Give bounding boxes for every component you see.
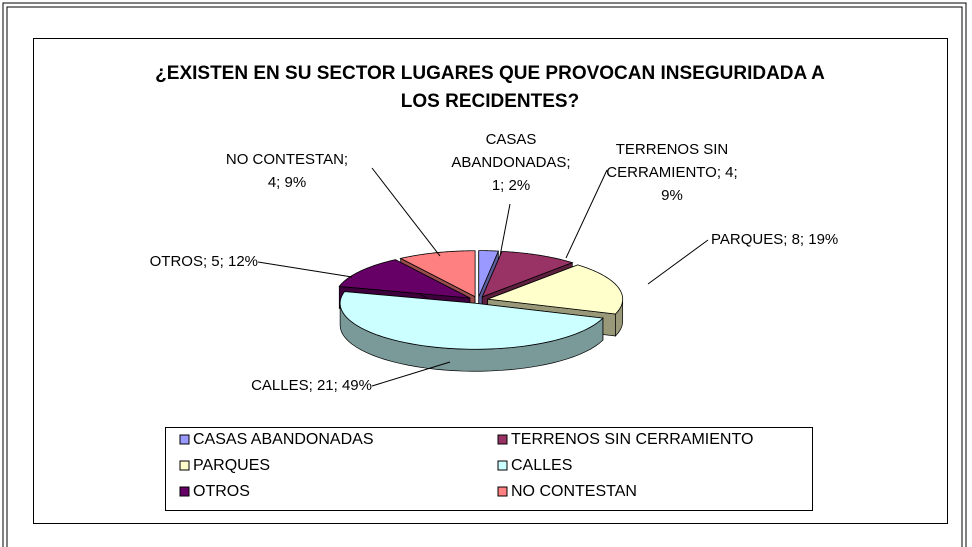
legend-label: CALLES: [511, 457, 573, 474]
legend-label: CASAS ABANDONADAS: [193, 431, 374, 448]
slice: [399, 250, 476, 298]
data-label: CASAS ABANDONADAS; 1; 2%: [451, 131, 571, 194]
leader-line: [647, 239, 709, 285]
slice: [478, 250, 499, 297]
slice: [339, 291, 604, 350]
leader-line: [499, 203, 511, 257]
legend-swatch: [179, 434, 190, 445]
legend-label: TERRENOS SIN CERRAMIENTO: [511, 431, 754, 448]
leader-line: [371, 167, 441, 257]
chart-title: ¿EXISTEN EN SU SECTOR LUGARES QUE PROVOC…: [155, 63, 825, 112]
data-label: PARQUES; 8; 19%: [711, 231, 839, 248]
slice: [481, 250, 574, 298]
data-label: CALLES; 21; 49%: [251, 377, 372, 394]
data-label: NO CONTESTAN; 4; 9%: [225, 151, 349, 191]
data-label: OTROS; 5; 12%: [149, 253, 258, 270]
legend-label: NO CONTESTAN: [511, 483, 637, 500]
legend-swatch: [497, 434, 508, 445]
data-label: TERRENOS SIN CERRAMIENTO; 4; 9%: [606, 141, 738, 204]
legend-swatch: [179, 486, 190, 497]
leader-line: [565, 169, 608, 259]
slice: [487, 264, 624, 315]
slice: [338, 259, 471, 299]
legend-swatch: [497, 460, 508, 471]
leader-line: [371, 361, 451, 387]
leader-line: [257, 261, 353, 278]
legend-box: [165, 427, 813, 511]
legend-label: OTROS: [193, 483, 250, 500]
legend-swatch: [179, 460, 190, 471]
legend-label: PARQUES: [193, 457, 271, 474]
legend-swatch: [497, 486, 508, 497]
outer-frame: [6, 6, 963, 547]
